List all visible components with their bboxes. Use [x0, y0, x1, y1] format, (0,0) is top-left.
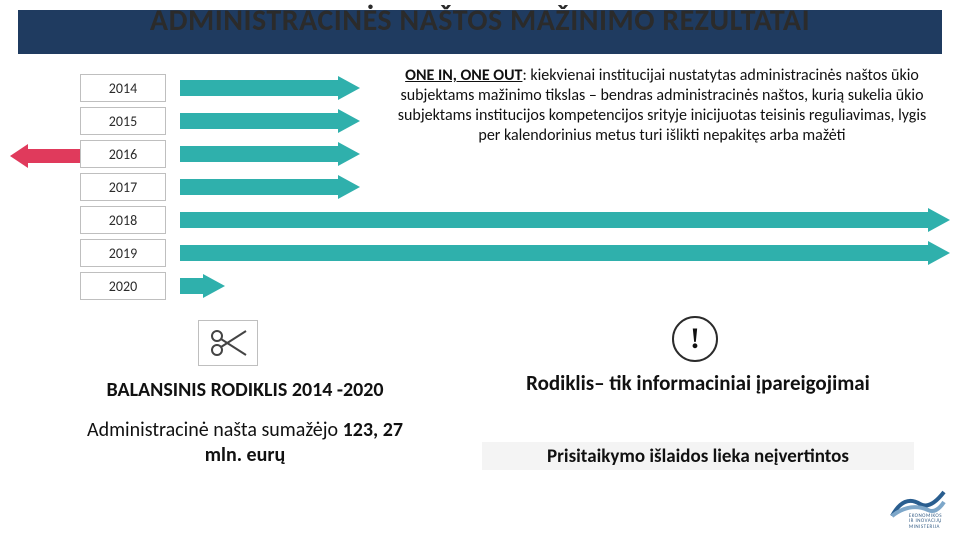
- year-box: 2020: [80, 272, 166, 300]
- year-row: 2019: [80, 237, 900, 270]
- right-sub-bg: Prisitaikymo išlaidos lieka neįvertintos: [482, 442, 914, 470]
- year-box: 2018: [80, 206, 166, 234]
- year-row: 2017: [80, 171, 900, 204]
- left-headline: BALANSINIS RODIKLIS 2014 -2020: [60, 378, 430, 402]
- left-subtext: Administracinė našta sumažėjo 123, 27 ml…: [80, 418, 410, 468]
- ministry-logo-text: EKONOMIKOS IR INOVACIJŲ MINISTERIJA: [909, 514, 942, 531]
- year-box: 2016: [80, 140, 166, 168]
- right-headline: Rodiklis– tik informaciniai įpareigojima…: [508, 370, 888, 396]
- year-row: 2020: [80, 270, 900, 303]
- right-subtext: Prisitaikymo išlaidos lieka neįvertintos: [547, 445, 849, 468]
- year-box: 2019: [80, 239, 166, 267]
- scissors-icon: [198, 320, 258, 366]
- ministry-logo: EKONOMIKOS IR INOVACIJŲ MINISTERIJA: [890, 488, 946, 532]
- exclamation-icon: !: [672, 316, 718, 362]
- one-in-paragraph: ONE IN, ONE OUT: kiekvienai institucijai…: [392, 66, 932, 146]
- one-in-lead: ONE IN, ONE OUT: [405, 66, 522, 85]
- left-red-arrow: [10, 144, 80, 168]
- year-row: 2018: [80, 204, 900, 237]
- left-sub-prefix: Administracinė našta sumažėjo: [87, 418, 343, 442]
- year-box: 2017: [80, 173, 166, 201]
- page-title: ADMINISTRACINĖS NAŠTOS MAŽINIMO REZULTAT…: [0, 2, 960, 39]
- year-box: 2014: [80, 74, 166, 102]
- year-box: 2015: [80, 107, 166, 135]
